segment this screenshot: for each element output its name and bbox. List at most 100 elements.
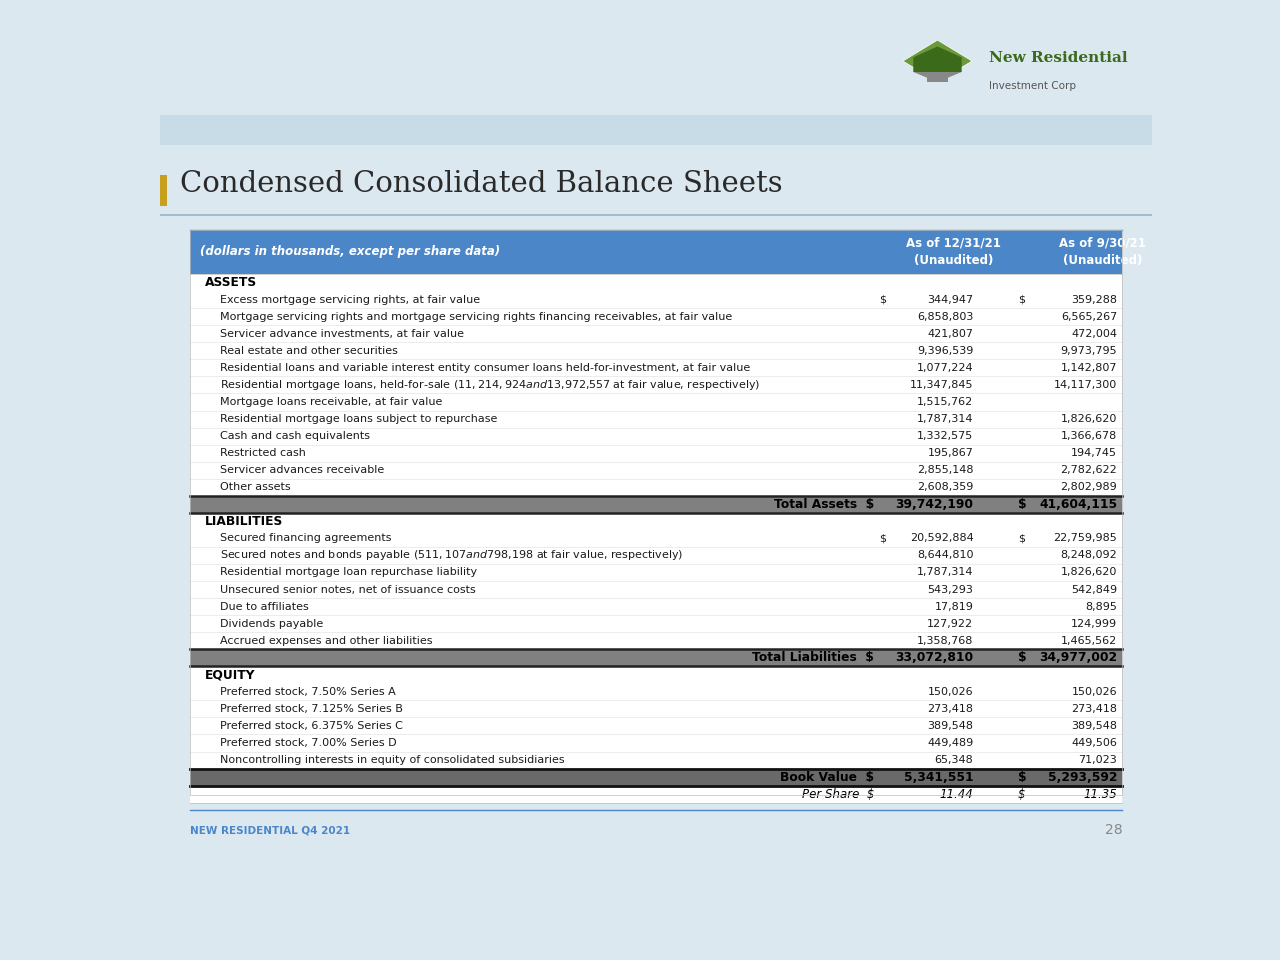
- Text: 2,802,989: 2,802,989: [1061, 482, 1117, 492]
- Text: 34,977,002: 34,977,002: [1039, 651, 1117, 664]
- Text: $: $: [879, 295, 886, 304]
- Text: 1,787,314: 1,787,314: [916, 567, 973, 578]
- Text: 1,332,575: 1,332,575: [918, 431, 973, 441]
- Text: 6,858,803: 6,858,803: [916, 312, 973, 322]
- Text: 41,604,115: 41,604,115: [1039, 498, 1117, 511]
- Text: 195,867: 195,867: [928, 448, 973, 458]
- Text: ASSETS: ASSETS: [205, 276, 257, 289]
- Text: Real estate and other securities: Real estate and other securities: [220, 346, 397, 356]
- Bar: [189, 229, 1123, 275]
- Bar: [189, 343, 1123, 359]
- Text: Restricted cash: Restricted cash: [220, 448, 306, 458]
- Bar: [189, 427, 1123, 444]
- Text: Residential mortgage loans, held-for-sale ($11,214,924 and $13,972,557 at fair v: Residential mortgage loans, held-for-sal…: [220, 378, 760, 392]
- Bar: [189, 598, 1123, 615]
- Bar: [189, 564, 1123, 581]
- Text: Preferred stock, 6.375% Series C: Preferred stock, 6.375% Series C: [220, 721, 402, 731]
- Text: 39,742,190: 39,742,190: [896, 498, 973, 511]
- Bar: [189, 717, 1123, 734]
- Bar: [189, 275, 1123, 291]
- Bar: [189, 394, 1123, 411]
- Bar: [189, 752, 1123, 769]
- Text: 1,465,562: 1,465,562: [1061, 636, 1117, 646]
- Text: 273,418: 273,418: [928, 704, 973, 714]
- Text: Secured notes and bonds payable ($511,107 and $798,198 at fair value, respective: Secured notes and bonds payable ($511,10…: [220, 548, 684, 563]
- Bar: [160, 145, 1152, 215]
- Bar: [189, 462, 1123, 479]
- Text: Investment Corp: Investment Corp: [989, 81, 1076, 90]
- Polygon shape: [927, 72, 947, 82]
- Text: Mortgage loans receivable, at fair value: Mortgage loans receivable, at fair value: [220, 397, 442, 407]
- Text: 2,782,622: 2,782,622: [1061, 466, 1117, 475]
- Text: 194,745: 194,745: [1071, 448, 1117, 458]
- Text: 127,922: 127,922: [927, 618, 973, 629]
- Text: 543,293: 543,293: [928, 585, 973, 594]
- Text: 1,366,678: 1,366,678: [1061, 431, 1117, 441]
- Text: 8,248,092: 8,248,092: [1061, 550, 1117, 561]
- Text: 273,418: 273,418: [1071, 704, 1117, 714]
- Text: Per Share  $: Per Share $: [801, 787, 874, 801]
- Bar: [189, 325, 1123, 343]
- Text: 1,826,620: 1,826,620: [1061, 414, 1117, 424]
- Bar: [189, 769, 1123, 785]
- Text: NEW RESIDENTIAL Q4 2021: NEW RESIDENTIAL Q4 2021: [189, 825, 349, 835]
- Text: Due to affiliates: Due to affiliates: [220, 602, 308, 612]
- Bar: [189, 547, 1123, 564]
- Text: 17,819: 17,819: [934, 602, 973, 612]
- Text: Secured financing agreements: Secured financing agreements: [220, 534, 390, 543]
- Text: Preferred stock, 7.50% Series A: Preferred stock, 7.50% Series A: [220, 686, 396, 697]
- Text: $: $: [879, 534, 886, 543]
- Bar: [189, 701, 1123, 717]
- Text: Unsecured senior notes, net of issuance costs: Unsecured senior notes, net of issuance …: [220, 585, 475, 594]
- Text: 2,855,148: 2,855,148: [916, 466, 973, 475]
- Text: Residential mortgage loan repurchase liability: Residential mortgage loan repurchase lia…: [220, 567, 476, 578]
- Bar: [189, 684, 1123, 701]
- Text: Condensed Consolidated Balance Sheets: Condensed Consolidated Balance Sheets: [179, 170, 782, 198]
- Text: Total Assets  $: Total Assets $: [774, 498, 874, 511]
- Text: 11.44: 11.44: [940, 787, 973, 801]
- Text: 1,142,807: 1,142,807: [1061, 363, 1117, 372]
- Polygon shape: [902, 40, 972, 82]
- Bar: [189, 581, 1123, 598]
- Text: 28: 28: [1105, 823, 1123, 837]
- Text: 449,506: 449,506: [1071, 738, 1117, 748]
- Text: Noncontrolling interests in equity of consolidated subsidiaries: Noncontrolling interests in equity of co…: [220, 755, 564, 765]
- Text: 389,548: 389,548: [928, 721, 973, 731]
- Bar: [189, 785, 1123, 803]
- Bar: [189, 479, 1123, 495]
- Text: 150,026: 150,026: [1071, 686, 1117, 697]
- Bar: [189, 291, 1123, 308]
- Bar: [189, 359, 1123, 376]
- Text: 5,293,592: 5,293,592: [1048, 771, 1117, 783]
- Text: 1,787,314: 1,787,314: [916, 414, 973, 424]
- Text: 359,288: 359,288: [1071, 295, 1117, 304]
- Bar: [189, 495, 1123, 513]
- Text: 11.35: 11.35: [1084, 787, 1117, 801]
- Text: EQUITY: EQUITY: [205, 668, 255, 682]
- Text: Cash and cash equivalents: Cash and cash equivalents: [220, 431, 370, 441]
- Bar: [189, 666, 1123, 684]
- Text: New Residential: New Residential: [989, 51, 1128, 65]
- Text: $: $: [1018, 498, 1027, 511]
- Text: $: $: [1018, 771, 1027, 783]
- Polygon shape: [914, 72, 961, 82]
- Text: 344,947: 344,947: [927, 295, 973, 304]
- Text: Accrued expenses and other liabilities: Accrued expenses and other liabilities: [220, 636, 433, 646]
- Text: 542,849: 542,849: [1071, 585, 1117, 594]
- Bar: [189, 530, 1123, 547]
- Text: 389,548: 389,548: [1071, 721, 1117, 731]
- Text: As of 9/30/21
(Unaudited): As of 9/30/21 (Unaudited): [1059, 237, 1146, 267]
- Text: 71,023: 71,023: [1079, 755, 1117, 765]
- Text: 9,396,539: 9,396,539: [916, 346, 973, 356]
- Text: 1,077,224: 1,077,224: [916, 363, 973, 372]
- Text: 22,759,985: 22,759,985: [1053, 534, 1117, 543]
- Text: $: $: [1018, 534, 1025, 543]
- Bar: [189, 513, 1123, 530]
- Text: Residential loans and variable interest entity consumer loans held-for-investmen: Residential loans and variable interest …: [220, 363, 750, 372]
- Text: 65,348: 65,348: [934, 755, 973, 765]
- Text: Book Value  $: Book Value $: [780, 771, 874, 783]
- Text: 472,004: 472,004: [1071, 329, 1117, 339]
- Text: Other assets: Other assets: [220, 482, 291, 492]
- Text: 124,999: 124,999: [1071, 618, 1117, 629]
- Bar: [189, 633, 1123, 649]
